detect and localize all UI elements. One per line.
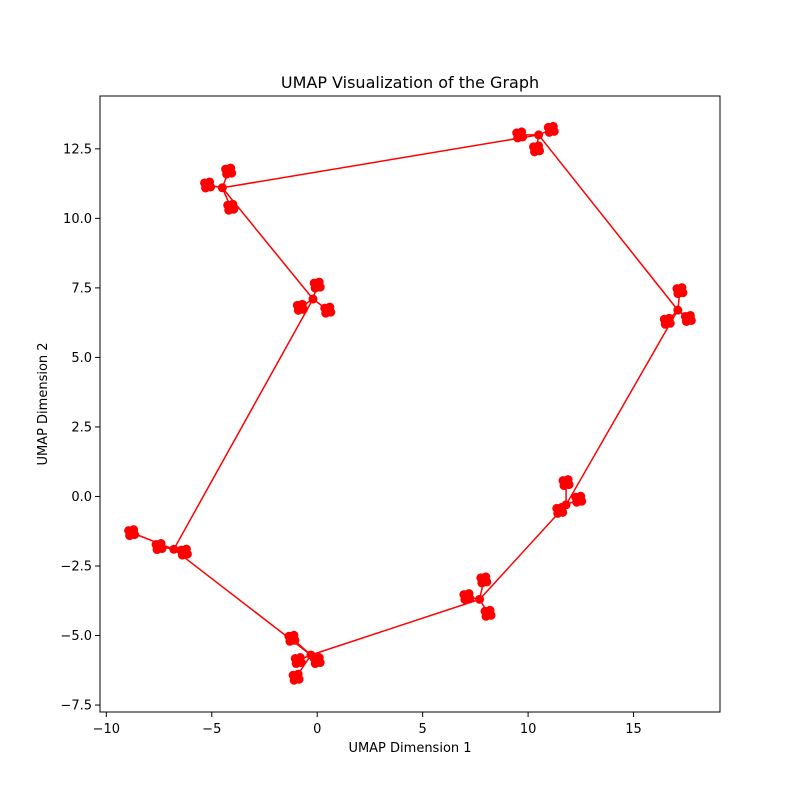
cluster-point	[664, 313, 674, 323]
y-tick-label: 7.5	[71, 281, 92, 296]
x-tick-label: −10	[93, 722, 120, 737]
cluster-point	[685, 310, 695, 320]
hub-point	[534, 130, 544, 140]
hub-point	[308, 294, 318, 304]
hub-point	[217, 183, 227, 193]
hub-edge	[479, 504, 567, 600]
y-tick-label: 2.5	[71, 420, 92, 435]
cluster-point	[181, 544, 191, 554]
hub-edge	[538, 134, 679, 311]
y-tick-label: 12.5	[63, 142, 92, 157]
hub-point	[673, 305, 683, 315]
x-tick-label: 0	[313, 722, 321, 737]
chart-title: UMAP Visualization of the Graph	[281, 73, 539, 92]
y-axis-label: UMAP Dimension 2	[36, 342, 51, 465]
cluster-point	[325, 302, 335, 312]
cluster-point	[534, 141, 544, 151]
cluster-point	[205, 177, 215, 187]
hub-edge	[173, 298, 314, 550]
cluster-point	[156, 539, 166, 549]
cluster-point	[293, 669, 303, 679]
plot-area	[100, 96, 720, 712]
cluster-point	[129, 525, 139, 535]
cluster-point	[576, 491, 586, 501]
cluster-point	[517, 127, 527, 137]
y-tick-label: −7.5	[60, 699, 92, 714]
cluster-point	[226, 163, 236, 173]
x-axis-ticks: −10 −5 0 5 10 15	[93, 712, 642, 737]
y-tick-label: 5.0	[71, 351, 92, 366]
y-tick-label: 0.0	[71, 490, 92, 505]
cluster-point	[563, 475, 573, 485]
x-tick-label: 15	[625, 722, 642, 737]
y-tick-label: 10.0	[63, 212, 92, 227]
cluster-point	[297, 299, 307, 309]
cluster-point	[314, 653, 324, 663]
cluster-point	[228, 199, 238, 209]
hub-edge	[310, 598, 480, 656]
cluster-point	[289, 630, 299, 640]
cluster-point	[677, 283, 687, 293]
cluster-point	[481, 572, 491, 582]
x-tick-label: −5	[202, 722, 221, 737]
x-tick-label: 5	[419, 722, 427, 737]
x-tick-label: 10	[520, 722, 537, 737]
y-tick-label: −2.5	[60, 559, 92, 574]
hub-point	[169, 544, 179, 554]
points-layer	[124, 121, 696, 685]
y-axis-ticks: −7.5 −5.0 −2.5 0.0 2.5 5.0 7.5 10.0 12.5	[60, 142, 100, 714]
hub-edge	[565, 309, 679, 506]
plot-frame	[99, 95, 721, 713]
cluster-point	[548, 121, 558, 131]
y-tick-label: −5.0	[60, 629, 92, 644]
cluster-point	[295, 653, 305, 663]
x-axis-label: UMAP Dimension 1	[348, 741, 471, 756]
hub-point	[306, 650, 316, 660]
hub-point	[475, 594, 485, 604]
cluster-point	[485, 605, 495, 615]
cluster-point	[464, 589, 474, 599]
hub-point	[561, 500, 571, 510]
hub-edge	[222, 134, 539, 189]
cluster-point	[314, 277, 324, 287]
hub-edge	[221, 187, 314, 300]
